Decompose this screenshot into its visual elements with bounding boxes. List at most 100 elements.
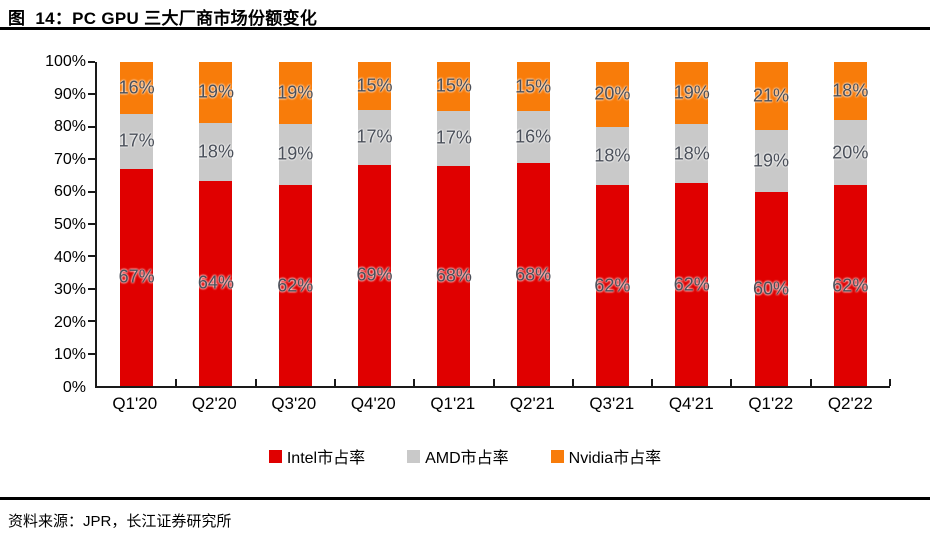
bar-segment-intel — [516, 163, 550, 386]
y-tick-label: 30% — [53, 281, 86, 299]
title-divider — [0, 27, 930, 30]
bar-value-label: 18% — [832, 80, 869, 101]
bar-segment-intel — [120, 168, 154, 386]
y-tick-mark — [88, 61, 95, 63]
y-tick-label: 70% — [53, 150, 86, 168]
legend-swatch — [550, 449, 564, 463]
y-tick-label: 20% — [53, 313, 86, 331]
y-tick-mark — [88, 190, 95, 193]
bar-column: 62% 20% 18% — [811, 62, 890, 386]
bar-value-label: 16% — [118, 77, 155, 98]
x-tick-mark — [492, 379, 495, 386]
bar-column: 60% 19% 21% — [731, 62, 810, 386]
x-tick-mark — [730, 379, 733, 386]
bar-column: 64% 18% 19% — [176, 62, 255, 386]
bar-value-label: 20% — [594, 83, 631, 104]
footer-divider — [0, 497, 930, 500]
bar-segment-amd — [120, 113, 154, 169]
bar-column: 62% 18% 19% — [652, 62, 731, 386]
x-tick-mark — [651, 379, 654, 386]
bar-segment-intel — [833, 185, 867, 386]
y-tick-mark — [88, 255, 95, 258]
bar-segment-amd — [358, 110, 392, 165]
x-axis-category-label: Q2'22 — [827, 394, 873, 413]
bar-segment-intel — [358, 164, 392, 386]
legend-label: Intel市占率 — [286, 450, 366, 467]
bar-column: 68% 17% 15% — [414, 62, 493, 386]
bar-column: 67% 17% 16% — [97, 62, 176, 386]
bar-segment-amd — [278, 123, 312, 186]
bar-value-label: 15% — [515, 76, 552, 97]
stacked-bar: 68% 17% 15% — [435, 62, 472, 386]
y-tick-label: 80% — [53, 118, 86, 136]
bar-segment-intel — [754, 191, 788, 386]
y-tick-label: 90% — [53, 85, 86, 103]
bar-value-label: 68% — [515, 264, 552, 285]
bar-columns: 67% 17% 16% 64% 18% 19% 62% 19% 19% 69% 17% 15% 68% 1… — [97, 62, 890, 386]
bar-value-label: 19% — [197, 81, 234, 102]
bar-value-label: 19% — [673, 82, 710, 103]
stacked-bar: 68% 16% 15% — [515, 62, 552, 386]
bar-segment-intel — [199, 180, 233, 386]
y-tick-label: 100% — [45, 53, 86, 70]
x-axis-category-label: Q2'21 — [509, 394, 555, 413]
y-tick-label: 10% — [53, 346, 86, 364]
legend-item: Nvidia市占率 — [550, 444, 662, 468]
stacked-bar: 62% 18% 20% — [594, 62, 631, 386]
x-axis-category-label: Q1'21 — [430, 394, 476, 413]
x-axis-category-label: Q1'22 — [748, 394, 794, 413]
bar-segment-amd — [516, 111, 550, 164]
x-tick-mark — [889, 379, 891, 386]
bar-value-label: 18% — [673, 143, 710, 164]
bar-segment-nvidia — [278, 62, 312, 124]
bar-value-label: 62% — [594, 275, 631, 296]
bar-value-label: 69% — [356, 264, 393, 285]
bar-segment-amd — [595, 126, 629, 186]
y-tick-mark — [88, 320, 95, 323]
x-axis-category-label: Q3'20 — [271, 394, 317, 413]
stacked-bar: 62% 19% 19% — [277, 62, 314, 386]
source-note: 资料来源：JPR，长江证券研究所 — [8, 513, 232, 530]
bar-segment-amd — [437, 110, 471, 166]
x-axis-category-label: Q1'20 — [112, 394, 158, 413]
x-axis-labels: Q1'20 Q2'20 Q3'20 Q4'20 Q1'21 Q2'21 Q3'21 Q4'21… — [95, 394, 890, 414]
bar-segment-amd — [833, 120, 867, 186]
bar-segment-nvidia — [199, 62, 233, 123]
legend-label: Nvidia市占率 — [568, 450, 662, 467]
bar-value-label: 15% — [435, 75, 472, 96]
bar-segment-nvidia — [833, 62, 867, 121]
y-tick-label: 0% — [62, 379, 86, 396]
bar-segment-intel — [437, 165, 471, 386]
x-tick-mark — [413, 379, 416, 386]
y-tick-mark — [88, 352, 95, 355]
bar-segment-nvidia — [595, 62, 629, 127]
bar-value-label: 15% — [356, 75, 393, 96]
bar-segment-intel — [675, 183, 709, 386]
figure-title: 图 14：PC GPU 三大厂商市场份额变化 — [8, 9, 318, 28]
stacked-bar: 67% 17% 16% — [118, 62, 155, 386]
stacked-bar: 69% 17% 15% — [356, 62, 393, 386]
bar-segment-amd — [675, 124, 709, 184]
bar-value-label: 20% — [832, 142, 869, 163]
bar-segment-nvidia — [358, 62, 392, 111]
y-tick-mark — [88, 125, 95, 128]
bar-value-label: 62% — [277, 275, 314, 296]
bar-value-label: 21% — [753, 85, 790, 106]
bar-value-label: 19% — [277, 143, 314, 164]
legend-swatch — [407, 449, 421, 463]
stacked-bar: 60% 19% 21% — [753, 62, 790, 386]
y-axis-labels: 0% 10% 20% 30% 40% 50% 60% 70% 80% 90% 100% — [0, 53, 86, 396]
bar-value-label: 18% — [197, 141, 234, 162]
stacked-bar: 64% 18% 19% — [197, 62, 234, 386]
bar-segment-nvidia — [516, 62, 550, 112]
plot-area: 67% 17% 16% 64% 18% 19% 62% 19% 19% 69% 17% 15% 68% 1… — [88, 61, 891, 388]
x-axis-category-label: Q2'20 — [191, 394, 237, 413]
bar-segment-amd — [199, 122, 233, 181]
legend-item: AMD市占率 — [407, 444, 509, 468]
bar-segment-nvidia — [675, 62, 709, 125]
bar-value-label: 62% — [832, 275, 869, 296]
bar-column: 68% 16% 15% — [493, 62, 572, 386]
y-tick-mark — [88, 287, 95, 290]
bar-value-label: 18% — [594, 145, 631, 166]
